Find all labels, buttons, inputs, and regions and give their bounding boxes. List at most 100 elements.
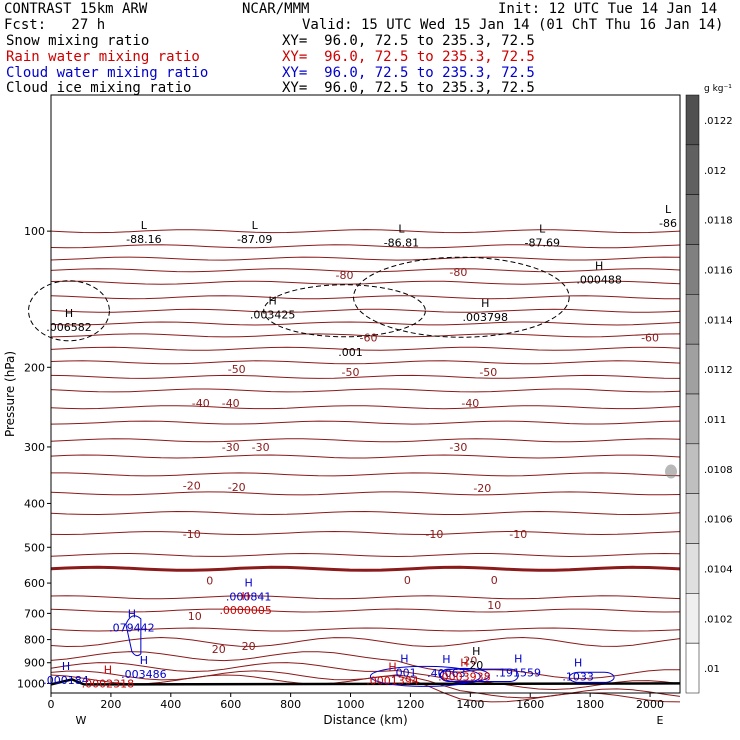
isotherm-label: -10 <box>183 528 201 541</box>
isotherm-line <box>50 636 681 648</box>
isotherm-label: -50 <box>342 366 360 379</box>
extremum-mark: H <box>269 295 277 308</box>
isotherm-label: -80 <box>336 269 354 282</box>
snow-contour <box>263 284 426 338</box>
isotherm-label: 0 <box>206 574 213 587</box>
extremum-value: .000184 <box>43 674 89 687</box>
extremum-mark: H <box>242 590 250 603</box>
extremum-value: -87.69 <box>524 237 559 250</box>
extremum-value: .0000005 <box>219 604 272 617</box>
colorbar-tick-label: .0112 <box>704 365 733 376</box>
endpoint-east: E <box>657 714 664 727</box>
extremum-mark: L <box>141 219 148 232</box>
extremum-value: .003486 <box>121 668 167 681</box>
extremum-mark: H <box>388 660 396 673</box>
colorbar-tick-label: .0108 <box>704 465 733 476</box>
y-tick-label: 500 <box>24 541 45 554</box>
x-tick-label: 1000 <box>337 698 365 711</box>
isotherm-label: -40 <box>222 397 240 410</box>
extremum-mark: H <box>460 656 468 669</box>
cloud-water-contour <box>125 615 142 657</box>
isotherm-line <box>50 256 681 261</box>
isotherm-label: 0 <box>404 574 411 587</box>
x-tick-label: 0 <box>48 698 55 711</box>
extremum-value: .001 <box>392 666 417 679</box>
isotherm-line <box>50 438 681 443</box>
colorbar-tick-label: .01 <box>704 664 720 675</box>
snow-contour <box>28 280 110 342</box>
isotherm-line <box>50 595 681 600</box>
field-xy-cloud-water: XY= 96.0, 72.5 to 235.3, 72.5 <box>282 65 535 81</box>
colorbar-cell <box>685 294 700 345</box>
field-label-rain: Rain water mixing ratio <box>6 49 200 65</box>
isotherm-label: -30 <box>252 441 270 454</box>
isotherm-label: 10 <box>487 599 501 612</box>
colorbar-tick-label: .0122 <box>704 116 733 127</box>
extremum-mark: H <box>595 260 603 273</box>
isotherm-line <box>50 244 681 249</box>
extremum-mark: H <box>514 652 522 665</box>
y-tick-label: 900 <box>24 657 45 670</box>
x-tick-label: 2000 <box>636 698 664 711</box>
x-tick-label: 800 <box>280 698 301 711</box>
field-xy-cloud-ice: XY= 96.0, 72.5 to 235.3, 72.5 <box>282 80 535 96</box>
cloud-water-contour <box>568 671 615 683</box>
isotherm-line <box>50 565 681 572</box>
y-tick-label: 1000 <box>17 677 45 690</box>
y-tick-label: 600 <box>24 577 45 590</box>
isotherm-label: 20 <box>212 643 226 656</box>
init-time: Init: 12 UTC Tue 14 Jan 14 <box>498 1 718 17</box>
isotherm-line <box>50 374 681 379</box>
isotherm-label: -40 <box>461 397 479 410</box>
isotherm-label: 20 <box>463 655 477 668</box>
extremum-value: .0003938 <box>438 670 491 683</box>
cloud-water-contour <box>369 665 481 687</box>
colorbar-cell <box>685 194 700 245</box>
isotherm-line <box>50 627 681 632</box>
extremum-mark: H <box>481 297 489 310</box>
extremum-value: .0002318 <box>82 677 135 690</box>
isotherm-line <box>50 268 681 273</box>
extremum-value: 20 <box>469 659 483 672</box>
isotherm-line <box>50 608 681 613</box>
y-axis-title: Pressure (hPa) <box>3 351 17 437</box>
colorbar-cell <box>685 244 700 295</box>
model-name: CONTRAST 15km ARW <box>4 1 148 17</box>
colorbar-cell <box>685 543 700 594</box>
y-tick-label: 300 <box>24 441 45 454</box>
x-tick-label: 1600 <box>516 698 544 711</box>
shaded-blob <box>665 464 678 479</box>
colorbar-cell <box>685 443 700 494</box>
extremum-mark: H <box>140 654 148 667</box>
colorbar-tick-label: .0102 <box>704 614 733 625</box>
isotherm-line <box>50 280 681 285</box>
y-tick-label: 100 <box>24 225 45 238</box>
colorbar-tick-label: .012 <box>704 166 726 177</box>
isotherm-label: -10 <box>509 528 527 541</box>
isotherm-label: -50 <box>479 366 497 379</box>
isotherm-line <box>50 530 681 536</box>
colorbar-unit: g kg⁻¹ <box>704 84 732 94</box>
x-tick-label: 400 <box>160 698 181 711</box>
isotherm-line <box>50 552 681 558</box>
snow-contour <box>353 256 570 338</box>
isotherm-line <box>50 420 681 425</box>
colorbar-cell <box>685 94 700 146</box>
isotherm-label: -40 <box>192 397 210 410</box>
x-axis-title: Distance (km) <box>323 713 407 727</box>
field-xy-snow: XY= 96.0, 72.5 to 235.3, 72.5 <box>282 33 535 49</box>
colorbar-tick-label: .0104 <box>704 564 733 575</box>
isotherm-label: -20 <box>183 479 201 492</box>
extremum-value: -86 <box>659 217 677 230</box>
isotherm-line <box>50 454 681 459</box>
extremum-mark: H <box>62 660 70 673</box>
extremum-mark: L <box>398 223 405 236</box>
colorbar-cell <box>685 593 700 644</box>
extremum-value: .006582 <box>46 321 92 334</box>
isotherm-label: 20 <box>242 640 256 653</box>
isotherm-line <box>50 651 681 680</box>
isotherm-label: -30 <box>222 441 240 454</box>
plot-frame <box>50 94 681 694</box>
y-tick-label: 400 <box>24 497 45 510</box>
